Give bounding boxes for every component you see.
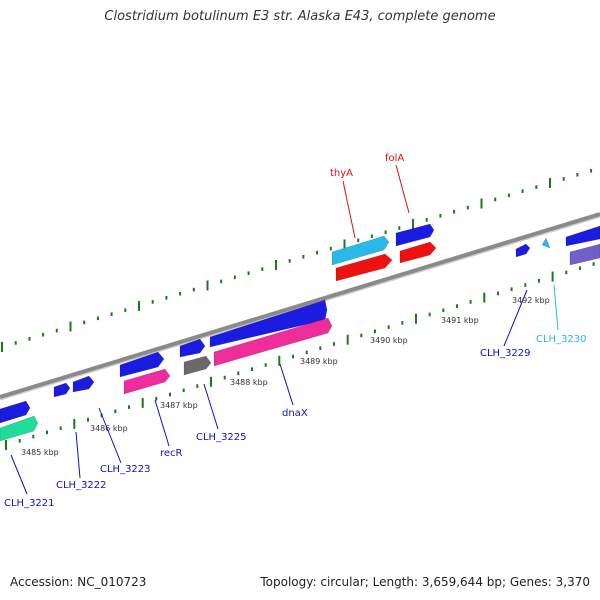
scale-label-3487: 3487 kbp [160,401,198,410]
gene-arrow-clh3221[interactable] [0,415,39,442]
leader-line-clh3229 [503,289,528,347]
gene-label-clh3222[interactable]: CLH_3222 [56,480,107,491]
gene-arrow-clh3230[interactable] [541,237,551,249]
gene-arrow-upper[interactable] [53,382,71,398]
genome-summary-text: Topology: circular; Length: 3,659,644 bp… [260,575,590,589]
leader-line-thyA [342,180,356,239]
leader-line-clh3230 [553,284,559,331]
leader-line-clh3221 [10,454,28,495]
gene-arrow-upper[interactable] [72,375,95,393]
gene-arrow-clh3229[interactable] [515,243,531,258]
gene-label-thyA[interactable]: thyA [330,168,353,179]
gene-label-dnaX[interactable]: dnaX [282,408,308,419]
label-leader-lines [10,164,559,495]
upper-tick-track [1,168,593,352]
leader-line-recR [154,399,170,447]
gene-label-folA[interactable]: folA [385,153,404,164]
gene-label-recR[interactable]: recR [160,448,183,459]
gene-arrow-lower[interactable] [569,243,600,266]
lower-tick-track [5,262,595,450]
accession-text: Accession: NC_010723 [10,575,147,589]
gene-arrow-upper[interactable] [0,400,31,424]
leader-line-clh3223 [98,407,122,464]
gene-arrow-upper[interactable] [179,338,206,358]
scale-label-3491: 3491 kbp [441,316,479,325]
gene-arrow-clh3225[interactable] [183,355,212,376]
gene-arrow-thyA[interactable] [331,235,390,266]
map-title: Clostridium botulinum E3 str. Alaska E43… [104,9,496,24]
leader-line-clh3222 [75,431,81,479]
gene-arrow-lower[interactable] [335,253,393,282]
scale-label-3492: 3492 kbp [512,296,550,305]
scale-label-3486: 3486 kbp [90,424,128,433]
scale-label-3489: 3489 kbp [300,357,338,366]
leader-line-clh3225 [203,383,219,430]
scale-label-3488: 3488 kbp [230,378,268,387]
gene-label-clh3230[interactable]: CLH_3230 [536,334,587,345]
gene-arrow-upper[interactable] [565,225,600,247]
gene-arrow-folA[interactable] [399,241,437,264]
leader-line-folA [395,164,410,214]
gene-arrow-upper-long[interactable] [209,299,328,348]
gene-arrow-recR[interactable] [123,368,171,395]
gene-label-clh3223[interactable]: CLH_3223 [100,464,151,475]
gene-label-clh3221[interactable]: CLH_3221 [4,498,55,509]
gene-arrow-upper[interactable] [119,351,165,378]
gene-arrow-folA-upper[interactable] [395,223,435,247]
backbone-line [0,212,600,399]
scale-label-3485: 3485 kbp [21,448,59,457]
leader-line-dnaX [279,363,294,406]
scale-label-3490: 3490 kbp [370,336,408,345]
gene-label-clh3229[interactable]: CLH_3229 [480,348,531,359]
gene-arrow-dnaX[interactable] [213,317,333,367]
gene-label-clh3225[interactable]: CLH_3225 [196,432,247,443]
